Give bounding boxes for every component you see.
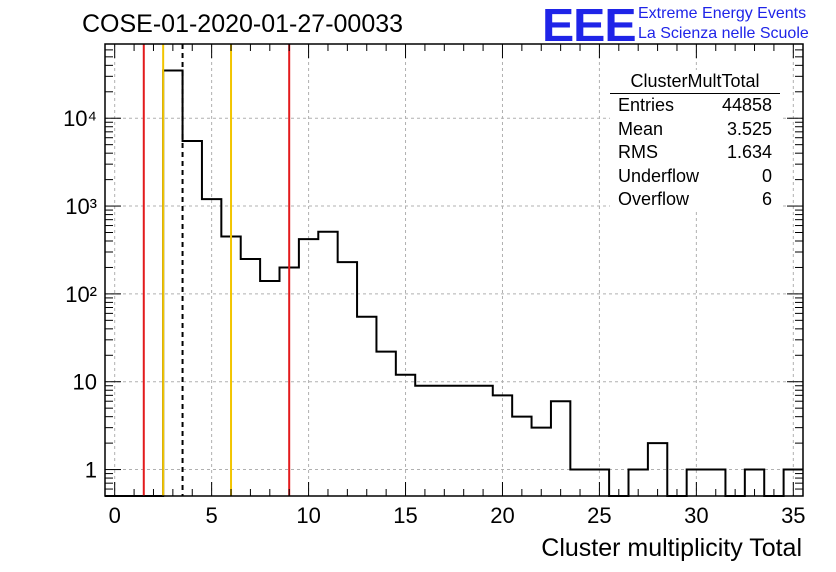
logo-line-1: Extreme Energy Events [638,5,807,22]
x-tick-label: 30 [684,503,708,528]
x-tick-label: 15 [393,503,417,528]
x-tick-label: 10 [296,503,320,528]
stats-row-overflow: Overflow 6 [610,188,780,212]
stats-row-mean: Mean 3.525 [610,118,780,142]
logo-line-2: La Scienza nelle Scuole [638,25,809,42]
stats-label: Entries [618,95,675,115]
stats-label: Mean [618,118,664,139]
stats-title: ClusterMultTotal [610,70,780,94]
eee-logo: EEE Extreme Energy Events La Scienza nel… [540,0,832,51]
stats-label: Underflow [618,165,700,186]
x-tick-label: 20 [490,503,514,528]
plot-frame [104,43,804,497]
x-tick-label: 25 [587,503,611,528]
stats-value: 3.525 [726,118,772,139]
y-tick-label: 10 [73,370,97,395]
x-tick-label: 5 [206,503,218,528]
x-tick-label: 35 [781,503,805,528]
stats-row-entries: Entries 44858 [610,94,780,118]
stats-value: 6 [761,189,772,209]
y-tick-label: 10² [65,282,97,307]
stats-label: RMS [618,142,658,162]
stats-row-rms: RMS 1.634 [610,141,780,165]
histogram-series [105,69,803,497]
stats-value: 0 [761,165,772,186]
stats-row-underflow: Underflow 0 [610,165,780,189]
x-tick-label: 0 [109,503,121,528]
stats-box: ClusterMultTotal Entries 44858 Mean 3.52… [610,70,780,212]
stats-value: 44858 [721,95,772,115]
y-tick-label: 10³ [65,194,97,219]
x-axis-label: Cluster multiplicity Total [541,534,802,562]
y-tick-label: 1 [85,458,97,483]
logo-mark: EEE [542,0,637,51]
chart-title: COSE-01-2020-01-27-00033 [82,10,404,38]
stats-label: Overflow [618,189,690,209]
stats-value: 1.634 [726,142,772,162]
y-tick-label: 10⁴ [63,106,97,131]
